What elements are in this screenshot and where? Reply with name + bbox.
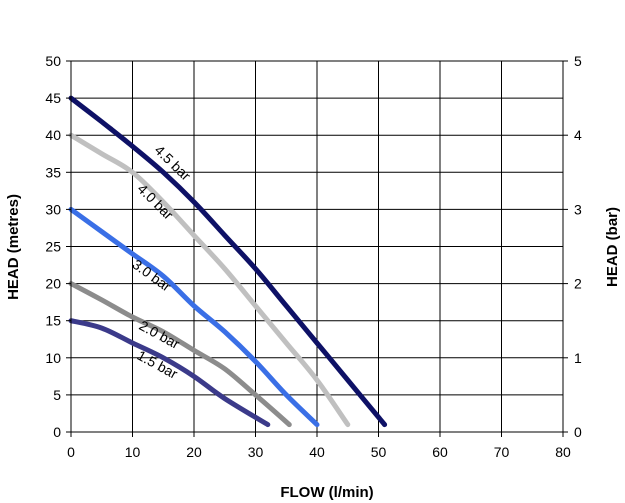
y2-tick-labels: 0 1 2 3 4 5 [574, 53, 582, 440]
x-tick-label: 30 [248, 444, 264, 460]
y2-tick-label: 2 [574, 276, 582, 292]
y-axis-title: HEAD (metres) [5, 194, 22, 300]
x-axis-title: FLOW (l/min) [280, 484, 373, 501]
x-tick-label: 60 [432, 444, 448, 460]
y-tick-label: 5 [53, 387, 61, 403]
series-label-4-0-bar: 4.0 bar [134, 181, 176, 223]
series-curves [68, 95, 388, 428]
plot-border [70, 60, 564, 433]
y2-tick-label: 3 [574, 201, 582, 217]
y2-tick-label: 5 [574, 53, 582, 69]
y-tick-label: 40 [45, 127, 61, 143]
y-tick-label: 20 [45, 276, 61, 292]
grid-lines [70, 60, 564, 433]
x-tick-label: 80 [555, 444, 571, 460]
axes [66, 60, 568, 437]
y-tick-label: 30 [45, 201, 61, 217]
series-line-4-5-bar [68, 95, 388, 428]
x-tick-label: 20 [186, 444, 202, 460]
y2-tick-label: 1 [574, 350, 582, 366]
x-tick-labels: 0 10 20 30 40 50 60 70 80 [67, 444, 571, 460]
y-tick-label: 35 [45, 164, 61, 180]
series-label-3-0-bar: 3.0 bar [129, 256, 174, 295]
y-tick-label: 50 [45, 53, 61, 69]
y-tick-label: 45 [45, 90, 61, 106]
y-tick-label: 25 [45, 239, 61, 255]
x-tick-label: 0 [67, 444, 75, 460]
x-tick-label: 10 [125, 444, 141, 460]
y-tick-labels: 0 5 10 15 20 25 30 35 40 45 50 [45, 53, 61, 440]
series-line-1-5-bar [68, 318, 271, 428]
y-tick-label: 10 [45, 350, 61, 366]
y2-axis-title: HEAD (bar) [604, 207, 621, 287]
x-tick-label: 40 [309, 444, 325, 460]
series-label-4-5-bar: 4.5 bar [152, 142, 195, 184]
series-line-4-0-bar [68, 132, 351, 428]
series-line-2-0-bar [68, 281, 292, 428]
y2-tick-label: 0 [574, 424, 582, 440]
series-line-3-0-bar [68, 206, 320, 428]
y-tick-label: 0 [53, 424, 61, 440]
x-tick-label: 70 [494, 444, 510, 460]
x-tick-label: 50 [371, 444, 387, 460]
y-tick-label: 15 [45, 313, 61, 329]
y2-tick-label: 4 [574, 127, 582, 143]
